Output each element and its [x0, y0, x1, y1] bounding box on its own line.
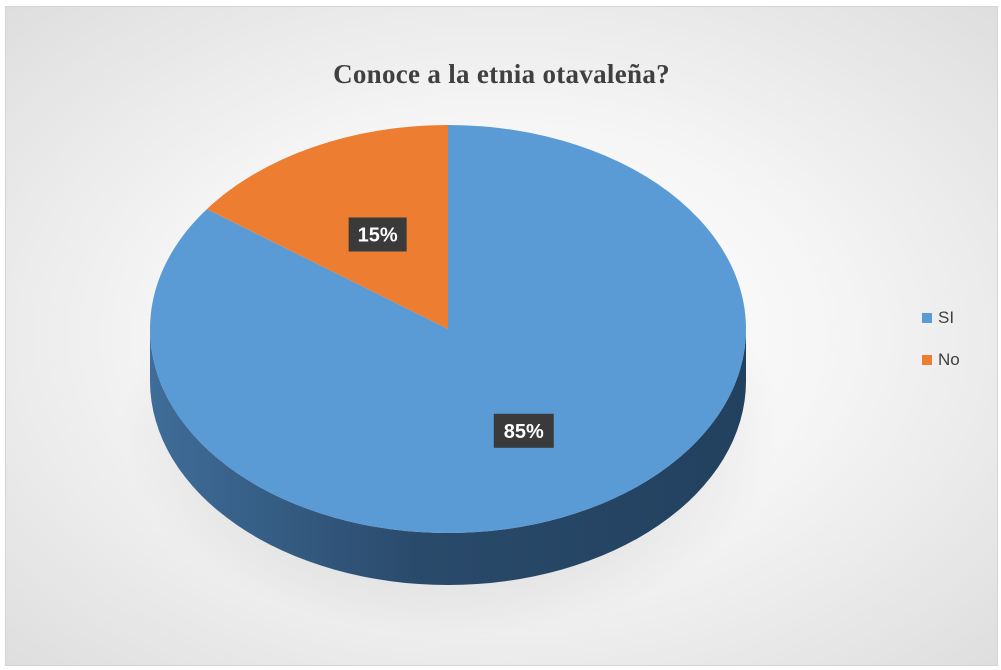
data-label-si: 85%: [504, 421, 544, 443]
legend-item-si: SI: [922, 307, 997, 329]
legend: SI No: [922, 307, 997, 391]
pie-slice-no: [206, 125, 448, 329]
legend-swatch-no: [922, 355, 932, 365]
pie-side-si: [150, 329, 746, 585]
data-label-bg-no: [348, 217, 407, 252]
data-label-bg-si: [493, 413, 554, 448]
chart-title: Conoce a la etnia otavaleña?: [333, 59, 670, 89]
chart-area: Conoce a la etnia otavaleña? 85% 15% SI N…: [5, 6, 998, 666]
legend-label-no: No: [938, 350, 960, 369]
pie-chart: 85% 15%: [121, 125, 781, 637]
legend-item-no: No: [922, 349, 997, 371]
data-label-no: 15%: [358, 224, 398, 246]
legend-swatch-si: [922, 313, 932, 323]
legend-label-si: SI: [938, 308, 955, 327]
